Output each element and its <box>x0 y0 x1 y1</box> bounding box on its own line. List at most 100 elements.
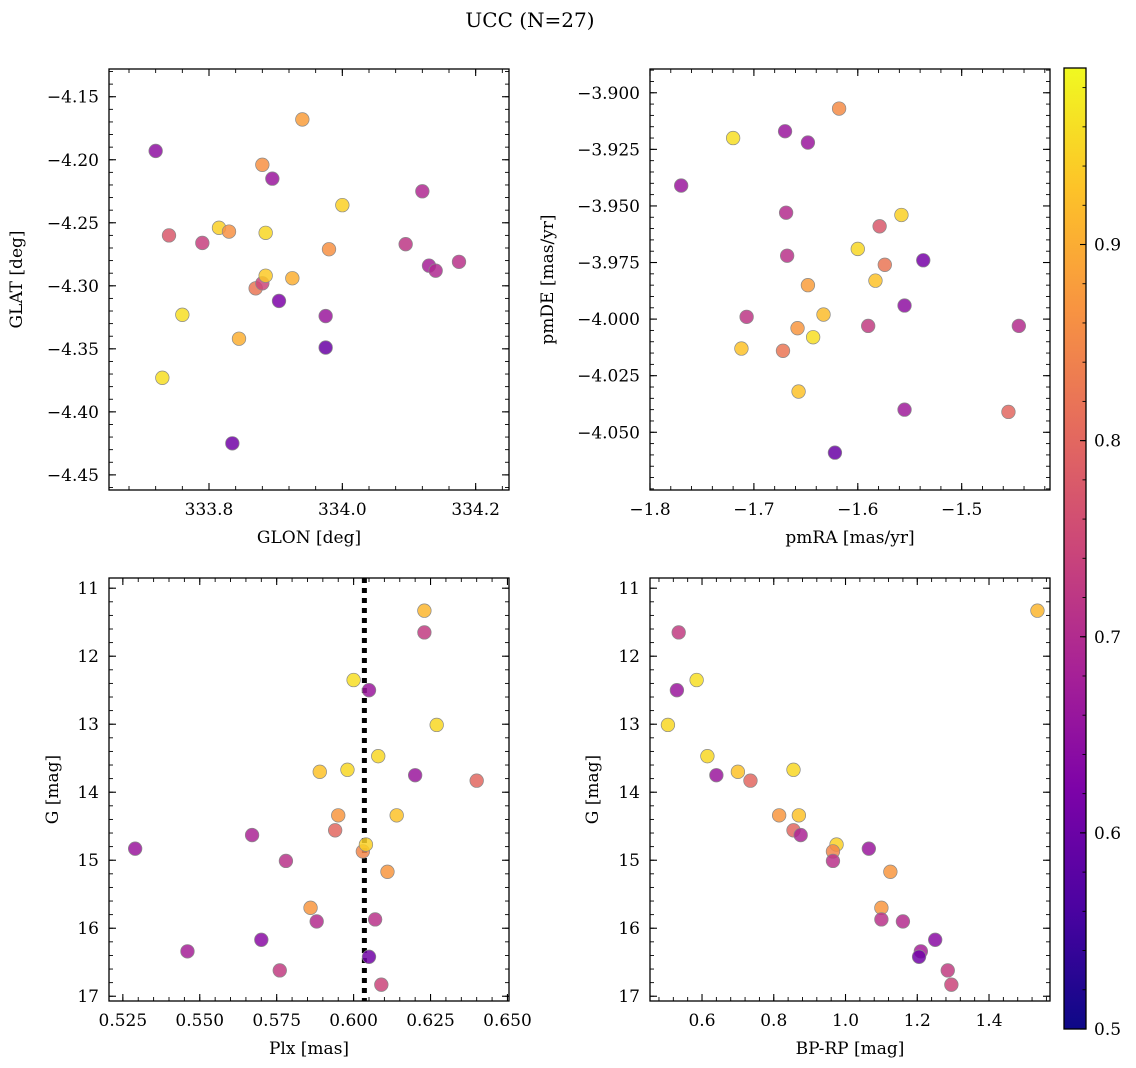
data-point <box>221 224 237 239</box>
data-point <box>415 184 430 199</box>
data-point <box>897 402 912 417</box>
data-point <box>428 263 443 278</box>
x-tick-label: −1.6 <box>837 500 878 520</box>
colorbar-tick-label: 0.5 <box>1094 1020 1121 1040</box>
x-tick-label: 334.0 <box>318 500 367 520</box>
x-tick-label: 0.650 <box>483 1011 532 1031</box>
data-point <box>321 242 337 257</box>
axes-frame <box>649 577 1051 1002</box>
data-point <box>469 773 484 788</box>
colorbar-gradient <box>1063 67 1087 1030</box>
y-tick-label: 12 <box>77 647 99 667</box>
data-point <box>361 949 377 964</box>
data-point <box>417 603 432 618</box>
panels: 333.8 334.0 334.2 −4.15 −4.20 −4.25 −4.30 −4.35… <box>7 68 1051 1059</box>
data-point <box>660 717 676 733</box>
y-axis-label: GLAT [deg] <box>7 230 27 328</box>
data-point <box>255 157 270 172</box>
y-tick-label: −4.15 <box>47 88 99 108</box>
data-point <box>368 912 383 927</box>
data-point <box>786 762 801 777</box>
y-tick-label: −3.925 <box>577 140 640 160</box>
colorbar-tick-label: 0.7 <box>1094 628 1121 648</box>
data-point <box>309 914 324 929</box>
data-point <box>827 445 843 460</box>
data-point <box>380 864 395 879</box>
data-point <box>271 293 287 309</box>
figure-title: UCC (N=27) <box>465 8 594 32</box>
data-point <box>374 977 389 992</box>
panel-bprp-g: 0.6 0.8 1.0 1.2 1.4 11 12 13 14 15 16 17 BP-RP [mag]… <box>583 577 1051 1059</box>
data-point <box>883 864 898 879</box>
panel-plx-g: 0.525 0.550 0.575 0.600 0.625 0.650 11 12 13 14 15… <box>43 577 532 1059</box>
data-point <box>161 228 177 243</box>
x-axis-label: pmRA [mas/yr] <box>785 528 914 548</box>
data-point <box>850 241 865 257</box>
data-point <box>872 219 887 234</box>
data-point <box>778 205 794 220</box>
y-tick-label: −4.25 <box>47 214 99 234</box>
y-tick-label: −4.025 <box>577 367 640 387</box>
axes-frame <box>108 577 510 1002</box>
panel-glon-glat: 333.8 334.0 334.2 −4.15 −4.20 −4.25 −4.30 −4.35… <box>7 68 510 548</box>
y-tick-label: 12 <box>618 647 640 667</box>
data-point <box>278 853 294 869</box>
data-point <box>358 837 374 852</box>
y-tick-label: 15 <box>77 851 99 871</box>
data-point <box>674 178 689 193</box>
data-point <box>771 808 787 823</box>
y-tick-label: 13 <box>77 715 99 735</box>
data-point <box>897 298 912 313</box>
data-point <box>940 963 955 978</box>
data-point <box>861 318 876 334</box>
data-point <box>371 749 386 764</box>
y-tick-label: 13 <box>618 715 640 735</box>
axes-frame <box>649 68 1051 491</box>
data-point <box>180 944 195 959</box>
y-tick-label: −4.45 <box>47 466 99 486</box>
y-tick-label: 11 <box>77 579 99 599</box>
y-tick-label: 16 <box>618 919 640 939</box>
data-point <box>231 331 247 346</box>
data-point <box>328 823 343 838</box>
data-point <box>361 683 377 698</box>
data-point <box>861 841 876 856</box>
data-point <box>272 963 287 978</box>
y-tick-label: 17 <box>77 987 99 1007</box>
x-tick-label: 0.550 <box>175 1011 224 1031</box>
data-point <box>225 436 240 451</box>
data-point <box>148 143 163 159</box>
y-tick-label: 15 <box>618 851 640 871</box>
data-point <box>689 672 704 688</box>
data-point <box>155 370 170 385</box>
data-point <box>429 717 444 733</box>
data-point <box>793 827 808 843</box>
data-point <box>340 762 355 777</box>
data-point <box>825 853 841 869</box>
data-point <box>671 625 686 640</box>
data-point <box>1011 318 1026 334</box>
x-tick-label: 1.4 <box>975 1011 1002 1031</box>
data-point <box>800 278 816 293</box>
colorbar-tick-label: 0.6 <box>1094 824 1121 844</box>
data-point <box>318 308 333 324</box>
data-point <box>258 225 273 241</box>
y-tick-label: −4.050 <box>577 423 640 443</box>
data-point <box>800 135 816 150</box>
data-point <box>417 625 432 640</box>
y-tick-label: −3.975 <box>577 254 640 274</box>
data-point <box>874 912 889 927</box>
x-tick-label: 0.525 <box>99 1011 148 1031</box>
y-tick-label: −3.950 <box>577 197 640 217</box>
data-point <box>734 341 749 356</box>
x-tick-label: −1.5 <box>941 500 982 520</box>
data-point <box>128 841 143 856</box>
data-point <box>195 235 210 251</box>
data-point <box>911 949 927 964</box>
data-point <box>944 977 959 992</box>
y-tick-label: −4.40 <box>47 403 99 423</box>
y-tick-label: 14 <box>618 783 640 803</box>
x-tick-label: 0.625 <box>406 1011 455 1031</box>
data-point <box>868 273 883 288</box>
